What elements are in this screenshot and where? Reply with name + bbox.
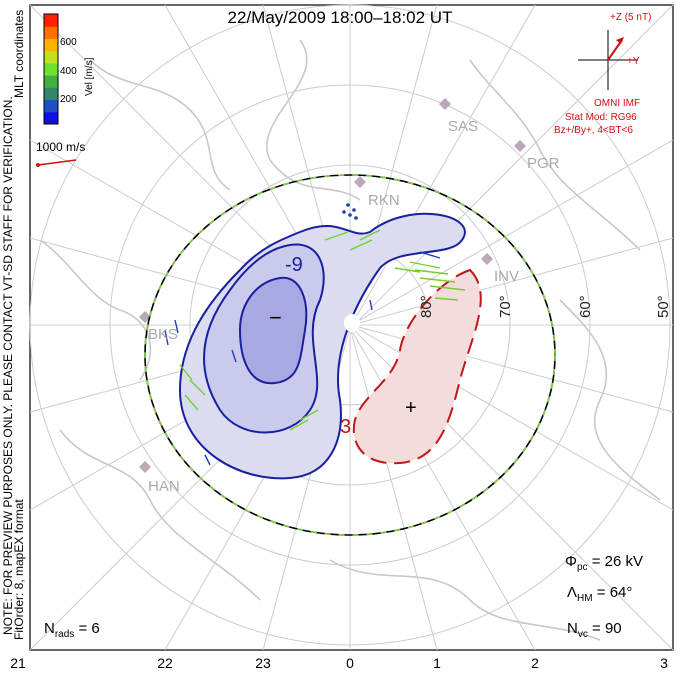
- lambda-hm-stat: ΛHM = 64°: [567, 584, 633, 604]
- colorbar-segment: [44, 111, 58, 125]
- site-label-bks: BKS: [148, 326, 179, 343]
- negative-cell-inner: [238, 276, 308, 385]
- site-label-han: HAN: [148, 478, 180, 495]
- colorbar-tick-600: 600: [60, 37, 77, 48]
- imf-condition: Bz+/By+, 4<BT<6: [554, 125, 633, 136]
- colorbar-title: Vel [m/s]: [84, 57, 95, 96]
- site-marker-han: [139, 461, 151, 473]
- n-rads-value: 6: [91, 620, 100, 637]
- n-vc-value: 90: [604, 620, 622, 637]
- latitude-label-60: 60°: [577, 295, 594, 318]
- mlt-tick-1: 1: [433, 655, 441, 671]
- colorbar-segment: [44, 50, 58, 64]
- n-vc-stat: Nvc = 90: [567, 620, 622, 640]
- latitude-label-50: 50°: [655, 295, 672, 318]
- latitude-label-80: 80°: [418, 295, 435, 318]
- positive-cell: [352, 268, 482, 465]
- negative-contour-label: -9: [285, 254, 303, 276]
- site-label-sas: SAS: [448, 118, 479, 135]
- colorbar-tick-400: 400: [60, 66, 77, 77]
- imf-clock: [578, 30, 638, 90]
- site-markers: [139, 98, 526, 473]
- imf-source: OMNI IMF: [594, 98, 641, 109]
- velocity-vectors: [164, 203, 466, 466]
- colorbar: [43, 13, 59, 125]
- site-label-pgr: PGR: [527, 155, 560, 172]
- mlt-tick-21: 21: [10, 655, 26, 671]
- stat-model: Stat Mod: RG96: [565, 112, 637, 123]
- colorbar-segment: [44, 87, 58, 101]
- phi-pc-stat: Φpc = 26 kV: [565, 553, 643, 573]
- imf-z-label: +Z (5 nT): [610, 12, 652, 23]
- reference-vector-label: 1000 m/s: [36, 140, 86, 154]
- mlt-tick-22: 22: [157, 655, 173, 671]
- hm-boundary-green: [144, 174, 556, 536]
- site-marker-sas: [439, 98, 451, 110]
- colorbar-border: [43, 13, 59, 125]
- colorbar-segment: [44, 62, 58, 76]
- colorbar-segment: [44, 38, 58, 52]
- site-marker-bks: [139, 311, 151, 323]
- site-marker-rkn: [354, 176, 366, 188]
- site-label-inv: INV: [494, 268, 520, 285]
- phi-pc-value: 26 kV: [604, 553, 643, 570]
- coastline-map: [39, 39, 661, 641]
- lambda-hm-value: 64°: [609, 584, 633, 601]
- mlt-tick-23: 23: [255, 655, 271, 671]
- mlt-tick-2: 2: [531, 655, 539, 671]
- mlt-tick-3: 3: [660, 655, 668, 671]
- latitude-label-70: 70°: [497, 295, 514, 318]
- site-marker-pgr: [514, 140, 526, 152]
- positive-maximum-marker: +: [405, 397, 417, 419]
- mlt-coordinates-label: MLT coordinates: [12, 9, 26, 98]
- mlt-tick-0: 0: [346, 655, 354, 671]
- colorbar-segment: [44, 26, 58, 39]
- site-label-rkn: RKN: [368, 192, 400, 209]
- colorbar-tick-200: 200: [60, 94, 77, 105]
- imf-y-label: +Y: [627, 56, 640, 67]
- site-marker-inv: [481, 253, 493, 265]
- n-rads-stat: Nrads = 6: [44, 620, 100, 640]
- pole-gap: [344, 314, 360, 332]
- grid: [29, 4, 674, 651]
- colorbar-segment: [44, 14, 58, 27]
- page-title: 22/May/2009 18:00–18:02 UT: [227, 8, 453, 27]
- negative-minimum-marker: −: [269, 305, 282, 330]
- fit-order-note: FitOrder: 8, mapEX format: [12, 499, 26, 640]
- positive-contour-label: 3: [340, 416, 352, 438]
- reference-vector: [36, 159, 77, 167]
- colorbar-segment: [44, 75, 58, 88]
- colorbar-segment: [44, 99, 58, 113]
